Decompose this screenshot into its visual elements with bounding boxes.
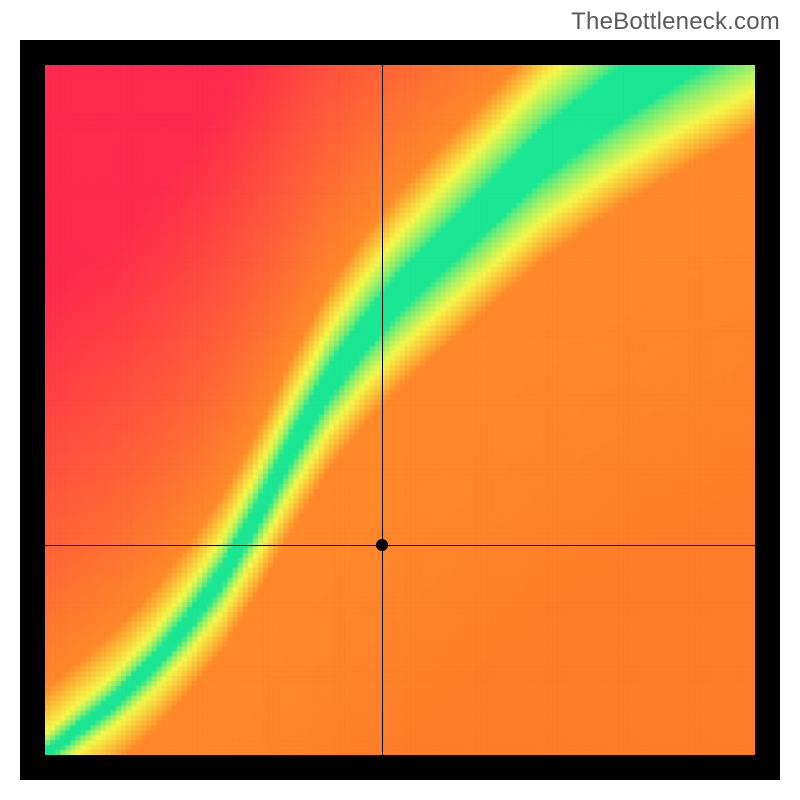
crosshair-vertical [382, 65, 383, 755]
crosshair-dot [376, 539, 388, 551]
watermark-text: TheBottleneck.com [571, 8, 780, 36]
crosshair-horizontal [45, 545, 755, 546]
bottleneck-heatmap [45, 65, 755, 755]
